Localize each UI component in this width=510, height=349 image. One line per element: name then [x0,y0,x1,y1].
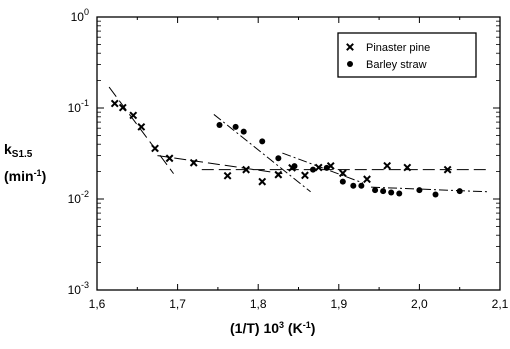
x-tick-label: 2,0 [411,297,428,311]
y-axis-unit-open: (min [4,168,34,184]
data-point [314,163,323,172]
x-marker-stroke [443,165,452,174]
y-axis-label-subscript: S1.5 [11,149,33,160]
series-barley-straw [216,122,463,198]
data-point [339,178,346,185]
data-point [396,190,403,197]
x-axis-unit: (K [284,320,303,336]
x-marker-stroke [223,171,232,180]
data-point [443,165,452,174]
y-tick-exponent: -1 [81,98,89,108]
x-marker-stroke [165,154,174,163]
data-point [372,187,379,194]
x-marker-stroke [346,43,354,51]
x-marker-stroke [274,170,283,179]
fit-line-2 [157,155,283,175]
data-point [456,188,463,195]
x-marker-stroke [129,111,138,120]
data-point [358,182,365,189]
data-point [432,191,439,198]
data-point [137,122,146,131]
data-point [301,171,309,180]
y-axis-unit-exponent: -1 [33,168,42,178]
data-point [151,144,159,153]
x-axis-label-exponent: 3 [279,320,285,330]
y-tick-label: 10-2 [68,189,89,206]
data-point [129,111,138,120]
y-tick-base: 10 [71,10,85,24]
y-tick-label: 10-3 [68,280,89,297]
x-tick-label: 1,9 [330,297,347,311]
x-tick-label: 1,6 [89,297,106,311]
data-point [216,122,223,129]
y-tick-exponent: -3 [81,280,89,290]
x-marker-stroke [189,158,198,167]
legend-marker [347,61,353,67]
data-point [403,163,412,172]
x-marker-stroke [137,122,146,131]
y-tick-base: 10 [68,283,82,297]
data-point [416,187,423,194]
y-tick-base: 10 [68,101,82,115]
data-point [323,164,330,171]
data-point [383,161,392,170]
data-point [274,170,283,179]
data-point [110,99,119,108]
data-point [363,175,371,184]
fit-line-1 [108,86,174,174]
data-point [223,171,232,180]
data-point [259,138,266,145]
y-tick-exponent: 0 [84,7,89,17]
x-marker-stroke [363,175,371,184]
y-tick-base: 10 [68,192,82,206]
data-point [189,158,198,167]
fit-line-5 [282,152,364,184]
x-marker-stroke [403,163,412,172]
data-point [350,182,357,189]
x-marker-stroke [151,144,159,153]
x-marker-stroke [301,171,309,180]
x-marker-stroke [338,169,347,178]
series-pinaster-pine [110,99,452,186]
y-axis-label-main: k [4,141,12,157]
y-tick-exponent: -2 [81,189,89,199]
y-tick-label: 10-1 [68,98,89,115]
data-point [388,189,395,196]
x-marker-stroke [118,103,127,112]
x-axis-unit-exponent: -1 [302,320,311,330]
x-marker-stroke [314,163,323,172]
x-axis-label: (1/T) 103 (K-1) [230,320,390,336]
x-marker-stroke [383,161,392,170]
x-marker-stroke [258,177,267,186]
data-point [118,103,127,112]
x-tick-label: 2,1 [492,297,509,311]
data-point [275,155,282,162]
fit-line-6 [371,186,488,193]
y-tick-label: 100 [71,7,89,24]
data-point [240,128,247,135]
x-tick-label: 1,7 [169,297,186,311]
data-point [165,154,174,163]
data-point [258,177,267,186]
legend-label: Pinaster pine [366,42,430,54]
data-point [291,163,298,170]
y-axis-label: kS1.5 (min-1) [4,140,64,185]
data-point [232,123,239,130]
data-point [380,188,387,195]
x-marker-stroke [110,99,119,108]
x-marker-stroke [242,165,251,174]
fit-line-4 [213,114,311,193]
data-point [242,165,251,174]
legend-label: Barley straw [366,59,427,71]
data-point [310,166,317,173]
data-point [338,169,347,178]
legend-box [337,32,477,78]
legend-marker [346,43,354,51]
y-axis-unit-close: ) [41,168,47,184]
x-axis-label-close: ) [310,320,316,336]
x-tick-label: 1,8 [250,297,267,311]
x-axis-label-main: (1/T) 10 [230,320,280,336]
